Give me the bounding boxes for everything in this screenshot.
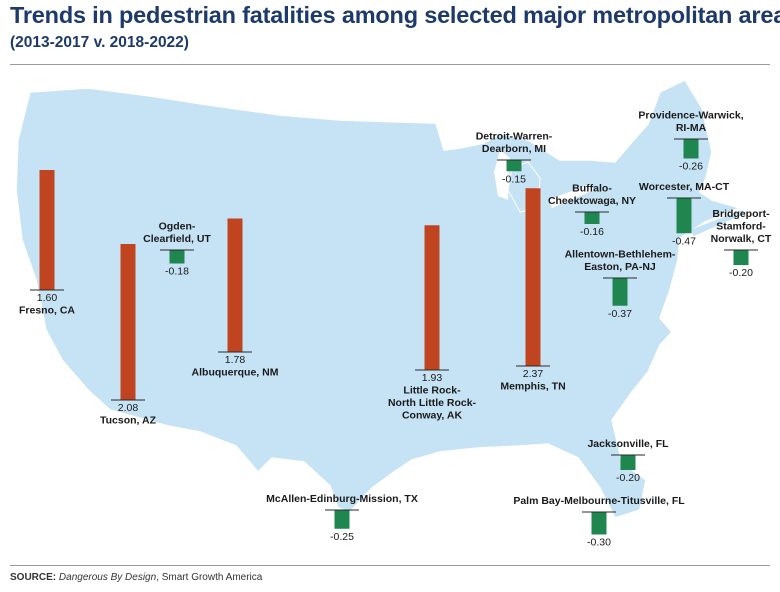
metro-name-label: Bridgeport- [712, 208, 770, 220]
metro-name-label: Worcester, MA-CT [639, 181, 730, 193]
metro-marker: -0.16 Buffalo-Cheektowaga, NY [548, 183, 636, 239]
metro-name-label: Little Rock- [403, 385, 461, 397]
contiguous-us-shape [15, 79, 743, 519]
metro-value-label: -0.15 [502, 173, 526, 185]
decrease-bar [334, 510, 350, 529]
metro-value-label: 1.93 [422, 372, 443, 384]
metro-name-label: Clearfield, UT [143, 233, 211, 245]
decrease-bar [169, 250, 185, 264]
top-divider [10, 64, 770, 65]
decrease-bar [584, 212, 600, 224]
metro-value-label: -0.30 [587, 537, 611, 549]
decrease-bar [683, 139, 699, 159]
metro-name-label: Tucson, AZ [100, 415, 157, 427]
metro-marker: -0.30 Palm Bay-Melbourne-Titusville, FL [513, 495, 685, 549]
decrease-bar [506, 160, 522, 172]
chart-title: Trends in pedestrian fatalities among se… [10, 2, 780, 28]
increase-bar [525, 188, 541, 366]
increase-bar [39, 170, 55, 290]
metro-marker: -0.18 Ogden-Clearfield, UT [143, 221, 211, 278]
decrease-bar [733, 250, 749, 265]
metro-value-label: -0.37 [608, 308, 632, 320]
metro-name-label: Stamford- [716, 221, 766, 233]
metro-value-label: 2.08 [118, 402, 139, 414]
decrease-bar [620, 455, 636, 470]
decrease-bar [676, 198, 692, 234]
metro-name-label: Fresno, CA [19, 305, 75, 317]
metro-marker: -0.37 Allentown-Bethlehem-Easton, PA-NJ [565, 249, 676, 320]
long-island [690, 210, 744, 236]
metro-name-label: RI-MA [676, 122, 707, 134]
metro-value-label: -0.20 [729, 267, 753, 279]
increase-bar [227, 218, 243, 352]
metro-name-label: Buffalo- [572, 183, 612, 195]
metro-name-label: Albuquerque, NM [192, 367, 279, 379]
bottom-divider [10, 565, 770, 566]
increase-bar [424, 225, 440, 370]
source-publication: Dangerous By Design [58, 572, 157, 583]
metro-marker: -0.20 Jacksonville, FL [587, 438, 669, 484]
metro-value-label: 2.37 [523, 368, 544, 380]
lake-michigan [494, 150, 510, 200]
metro-name-label: Cheektowaga, NY [548, 195, 636, 207]
decrease-bar [612, 278, 628, 306]
metro-marker: -0.25 McAllen-Edinburg-Mission, TX [266, 493, 418, 543]
source-prefix: SOURCE: [10, 572, 57, 583]
metro-name-label: Easton, PA-NJ [584, 261, 656, 273]
metro-name-label: Conway, AK [402, 410, 463, 422]
decrease-bar [591, 512, 607, 535]
metro-marker: -0.26 Providence-Warwick,RI-MA [638, 110, 743, 173]
us-map-land [15, 79, 744, 519]
metro-value-label: -0.18 [165, 266, 189, 278]
metro-value-label: 1.78 [225, 354, 246, 366]
metro-marker: -0.15 Detroit-Warren-Dearborn, MI [476, 131, 553, 186]
metro-marker: -0.20 Bridgeport-Stamford-Norwalk, CT [711, 208, 772, 279]
metro-name-label: Allentown-Bethlehem- [565, 249, 676, 261]
metro-name-label: Dearborn, MI [482, 143, 546, 155]
metro-name-label: Jacksonville, FL [587, 438, 669, 450]
metro-name-label: Ogden- [159, 221, 196, 233]
metro-marker: -0.47 Worcester, MA-CT [639, 181, 730, 247]
metro-name-label: Memphis, TN [500, 381, 565, 393]
metro-value-label: 1.60 [37, 292, 58, 304]
metro-name-label: Providence-Warwick, [638, 110, 743, 122]
metro-value-label: -0.47 [672, 235, 696, 247]
source-suffix: , Smart Growth America [156, 572, 263, 583]
metro-name-label: Detroit-Warren- [476, 131, 553, 143]
metro-value-label: -0.16 [580, 226, 604, 238]
metro-name-label: Norwalk, CT [711, 233, 772, 245]
chart-subtitle: (2013-2017 v. 2018-2022) [10, 34, 189, 51]
source-note: SOURCE: Dangerous By Design, Smart Growt… [10, 572, 262, 583]
metro-name-label: Palm Bay-Melbourne-Titusville, FL [513, 495, 685, 507]
increase-bar [120, 244, 136, 400]
metro-value-label: -0.25 [330, 531, 354, 543]
metro-value-label: -0.26 [679, 161, 703, 173]
metro-value-label: -0.20 [616, 472, 640, 484]
lake-erie [548, 184, 594, 208]
metro-name-label: McAllen-Edinburg-Mission, TX [266, 493, 418, 505]
metro-name-label: North Little Rock- [388, 397, 477, 409]
